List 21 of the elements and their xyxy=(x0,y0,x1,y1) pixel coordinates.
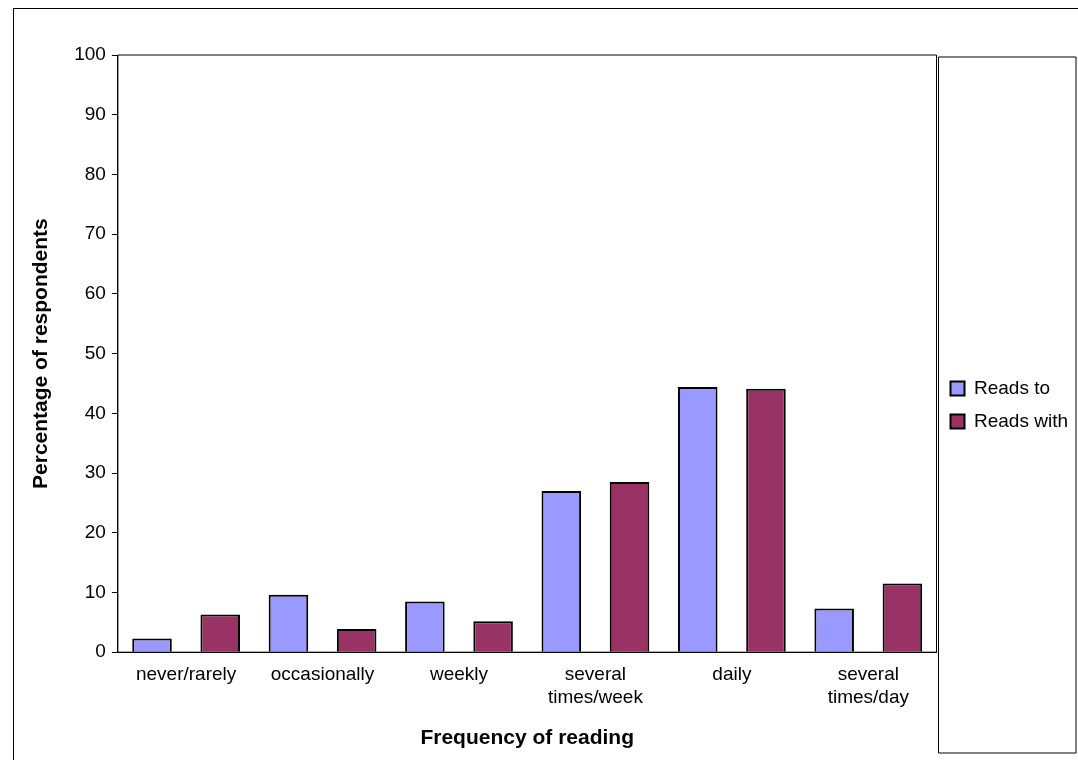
y-tick-label: 80 xyxy=(84,162,106,184)
y-tick-label: 30 xyxy=(84,461,106,483)
y-tick-label: 50 xyxy=(84,341,106,363)
y-tick-label: 40 xyxy=(84,401,106,423)
y-tick-label: 0 xyxy=(95,640,106,662)
x-axis-title: Frequency of reading xyxy=(420,725,634,749)
y-tick-label: 10 xyxy=(84,580,106,602)
x-tick-label: never/rarely xyxy=(135,662,237,684)
y-tick-label: 20 xyxy=(84,520,106,542)
legend-label: Reads with xyxy=(974,409,1069,431)
x-tick-label: several times/week xyxy=(547,662,644,707)
y-axis-title: Percentage of respondents xyxy=(28,218,52,489)
y-tick-label: 90 xyxy=(84,102,106,124)
x-tick-label: daily xyxy=(712,662,752,684)
y-tick-label: 70 xyxy=(84,222,106,244)
x-tick-label: occasionally xyxy=(270,662,375,684)
y-tick-label: 100 xyxy=(74,43,106,65)
x-tick-label: weekly xyxy=(428,662,489,684)
y-tick-label: 60 xyxy=(84,282,106,304)
legend-label: Reads to xyxy=(974,376,1051,398)
x-tick-label: several times/day xyxy=(827,662,910,707)
